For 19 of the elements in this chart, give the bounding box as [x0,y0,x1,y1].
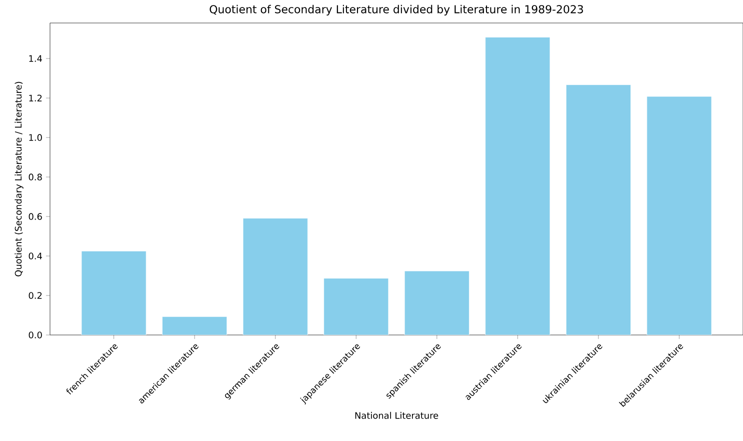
bar [162,316,228,335]
bar [324,278,389,335]
bar [646,96,712,335]
y-tick-label: 0.2 [28,292,42,299]
y-axis-title: Quotient (Secondary Literature / Literature) [14,82,24,276]
y-tick-label: 0.4 [28,252,42,260]
y-tick-label: 1.2 [29,94,42,102]
y-tick-label: 0.6 [28,213,42,220]
bar [485,37,550,335]
y-tick-label: 1.0 [29,134,42,141]
bar [404,270,470,335]
bar [566,84,631,335]
y-tick-label: 1.4 [29,55,42,62]
y-tick-label: 0.8 [28,174,42,180]
y-tick-label: 0.0 [28,332,42,338]
bar [242,218,308,335]
chart-title: Quotient of Secondary Literature divided by Literature in 1989-2023 [210,4,583,16]
x-axis-title: National Literature [355,412,438,419]
bar [81,250,146,335]
